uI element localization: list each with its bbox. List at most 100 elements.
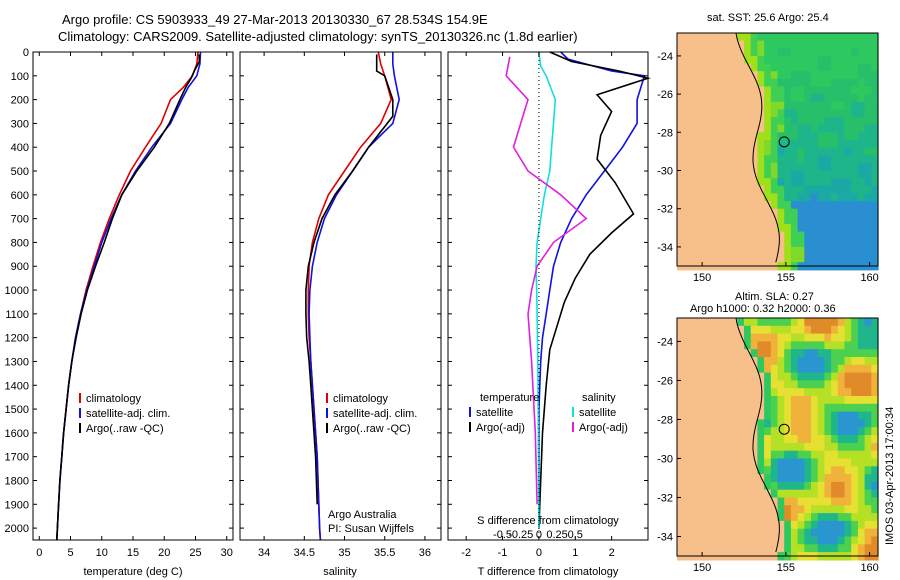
map-sst-cell <box>844 185 852 194</box>
map-sla-cell <box>784 388 792 397</box>
map-sla-cell <box>770 427 779 436</box>
map-sst-cell <box>784 201 792 210</box>
map-sst-ytick-label: -34 <box>657 242 673 254</box>
map-sst-cell <box>804 33 812 42</box>
map-sla-cell <box>737 427 745 436</box>
salinity-series-line-2 <box>305 54 394 505</box>
map-sst-cell <box>683 185 691 194</box>
map-sst-cell <box>770 231 779 240</box>
map-sla-cell <box>851 372 859 381</box>
map-sla-cell <box>817 528 825 538</box>
map-sla-cell <box>710 396 718 405</box>
map-sst-cell <box>871 40 879 49</box>
map-sla-cell <box>831 372 839 381</box>
map-sla-cell <box>690 520 698 530</box>
map-sla-cell <box>683 403 691 413</box>
map-sst-cell <box>677 147 685 156</box>
map-sst-cell <box>737 170 745 179</box>
map-sla-cell <box>703 403 712 413</box>
map-sst-cell <box>844 48 852 57</box>
map-sla-cell <box>784 325 792 335</box>
map-sla-cell <box>797 544 805 553</box>
map-sst-cell <box>857 224 866 233</box>
map-sla-cell <box>770 513 779 522</box>
map-sla-cell <box>730 466 738 475</box>
map-sst-cell <box>871 178 879 187</box>
map-sla-cell <box>790 325 799 335</box>
map-sst-cell <box>797 94 805 103</box>
map-sla-cell <box>683 325 691 335</box>
map-sla-cell <box>677 333 685 342</box>
map-sst-cell <box>690 246 698 256</box>
map-sst-cell <box>797 71 805 80</box>
map-sst-cell <box>697 185 705 194</box>
map-sla-cell <box>824 380 832 389</box>
map-sla-cell <box>697 318 705 327</box>
map-sst-cell <box>857 239 866 248</box>
map-sst-cell <box>857 170 866 179</box>
map-sst-cell <box>730 109 738 118</box>
map-sla-cell <box>677 505 685 514</box>
map-sla-cell <box>851 435 859 444</box>
map-sst-cell <box>864 55 872 65</box>
map-sst-cell <box>737 178 745 187</box>
map-sst-cell <box>764 193 772 202</box>
map-sla-cell <box>764 380 772 389</box>
map-sla-cell <box>737 513 745 522</box>
map-sla-cell <box>737 528 745 538</box>
map-sla-cell <box>777 318 785 327</box>
map-sst-cell <box>737 86 745 95</box>
map-sla-cell <box>797 520 805 530</box>
map-sla-cell <box>777 411 785 420</box>
map-sla-cell <box>690 318 698 327</box>
map-sst-cell <box>851 124 859 133</box>
map-sst-cell <box>844 33 852 42</box>
map-sst-cell <box>844 71 852 80</box>
map-sst-cell <box>757 147 765 156</box>
map-sst-cell <box>871 185 879 194</box>
map-sla-cell <box>784 489 792 499</box>
map-sst-cell <box>831 239 839 248</box>
map-sst-cell <box>857 86 866 95</box>
map-sla-cell <box>851 341 859 350</box>
map-sla-cell <box>770 325 779 335</box>
map-sla-cell <box>817 403 825 413</box>
depth-tick-label: 800 <box>11 237 29 249</box>
temperature-series-line-1 <box>56 51 202 541</box>
map-sla-cell <box>777 380 785 389</box>
map-sla-cell <box>790 388 799 397</box>
map-sla-cell <box>851 318 859 327</box>
map-sla-cell <box>811 349 819 358</box>
map-sst-cell <box>784 94 792 103</box>
map-sla-cell <box>857 380 866 389</box>
map-sla-cell <box>844 450 852 460</box>
map-sla-cell <box>770 380 779 389</box>
map-sla-cell <box>770 411 779 420</box>
map-sst-cell <box>717 55 725 65</box>
map-sla-cell <box>857 450 866 460</box>
map-sla-cell <box>737 403 745 413</box>
map-sla-cell <box>837 388 846 397</box>
map-sla-cell <box>790 513 799 522</box>
map-sla-cell <box>777 427 785 436</box>
map-sst-cell <box>831 117 839 126</box>
depth-tick-label: 500 <box>11 166 29 178</box>
map-sst-cell <box>844 140 852 149</box>
map-sst-cell <box>717 63 725 72</box>
map-sla-cell <box>710 513 718 522</box>
map-sst-cell <box>730 224 738 233</box>
map-sla-cell <box>717 333 725 342</box>
map-sst-cell <box>817 216 825 225</box>
map-sst-cell <box>737 239 745 248</box>
map-sst-cell <box>730 55 738 65</box>
map-sla-cell <box>824 497 832 506</box>
map-sst-cell <box>784 170 792 179</box>
map-sla-cell <box>811 536 819 545</box>
map-sla-cell <box>737 442 745 452</box>
map-sla-cell <box>717 536 725 545</box>
map-sst-cell <box>864 216 872 225</box>
map-sla-cell <box>871 536 879 545</box>
map-sla-cell <box>777 513 785 522</box>
map-sla-cell <box>717 419 725 428</box>
map-sst-cell <box>683 162 691 172</box>
